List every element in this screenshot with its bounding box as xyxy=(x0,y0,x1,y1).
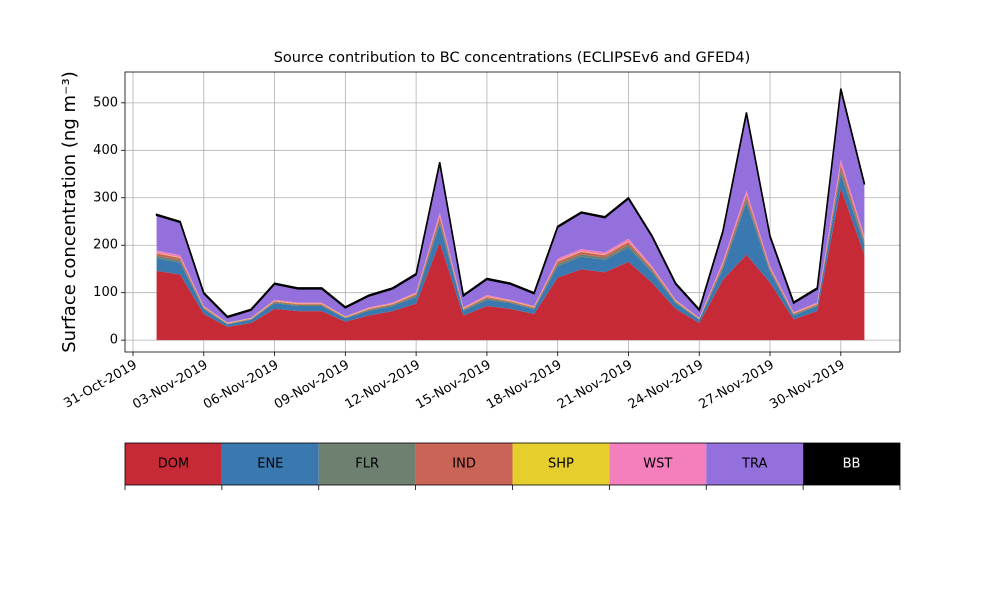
legend-swatch xyxy=(221,443,319,485)
legend-swatch xyxy=(125,443,222,485)
legend-swatch xyxy=(803,443,900,485)
x-tick-label: 03-Nov-2019 xyxy=(130,358,210,413)
y-tick-label: 0 xyxy=(110,333,118,348)
x-tick-label: 24-Nov-2019 xyxy=(626,358,706,413)
y-tick-label: 300 xyxy=(93,190,118,205)
legend-swatch xyxy=(609,443,707,485)
x-tick-label: 09-Nov-2019 xyxy=(272,358,352,413)
legend-label: TRA xyxy=(741,457,767,472)
x-tick-label: 27-Nov-2019 xyxy=(697,358,777,413)
y-tick-label: 200 xyxy=(93,238,118,253)
y-tick-label: 500 xyxy=(93,95,118,110)
x-tick-label: 15-Nov-2019 xyxy=(413,358,493,413)
legend-swatch xyxy=(512,443,610,485)
chart-title: Source contribution to BC concentrations… xyxy=(274,50,751,66)
area xyxy=(155,88,866,319)
x-tick-label: 12-Nov-2019 xyxy=(343,358,423,413)
legend-label: ENE xyxy=(257,457,283,472)
x-tick-label: 06-Nov-2019 xyxy=(201,358,281,413)
legend-label: FLR xyxy=(355,457,379,472)
area xyxy=(156,188,865,341)
y-axis-label: Surface concentration (ng m⁻³) xyxy=(59,71,80,353)
legend-label: DOM xyxy=(158,457,189,472)
x-tick-label: 21-Nov-2019 xyxy=(555,358,635,413)
x-tick-label: 31-Oct-2019 xyxy=(61,358,139,412)
x-tick-label: 30-Nov-2019 xyxy=(767,358,847,413)
legend-label: BB xyxy=(843,457,861,472)
legend-swatch xyxy=(706,443,804,485)
y-tick-label: 100 xyxy=(93,285,118,300)
legend-label: SHP xyxy=(548,457,574,472)
legend-swatch xyxy=(318,443,416,485)
plot-frame xyxy=(124,71,901,353)
y-tick-label: 400 xyxy=(93,143,118,158)
x-tick-label: 18-Nov-2019 xyxy=(484,358,564,413)
legend-label: IND xyxy=(452,457,476,472)
legend-label: WST xyxy=(643,457,672,472)
legend-frame xyxy=(124,442,901,486)
legend-swatch xyxy=(415,443,513,485)
